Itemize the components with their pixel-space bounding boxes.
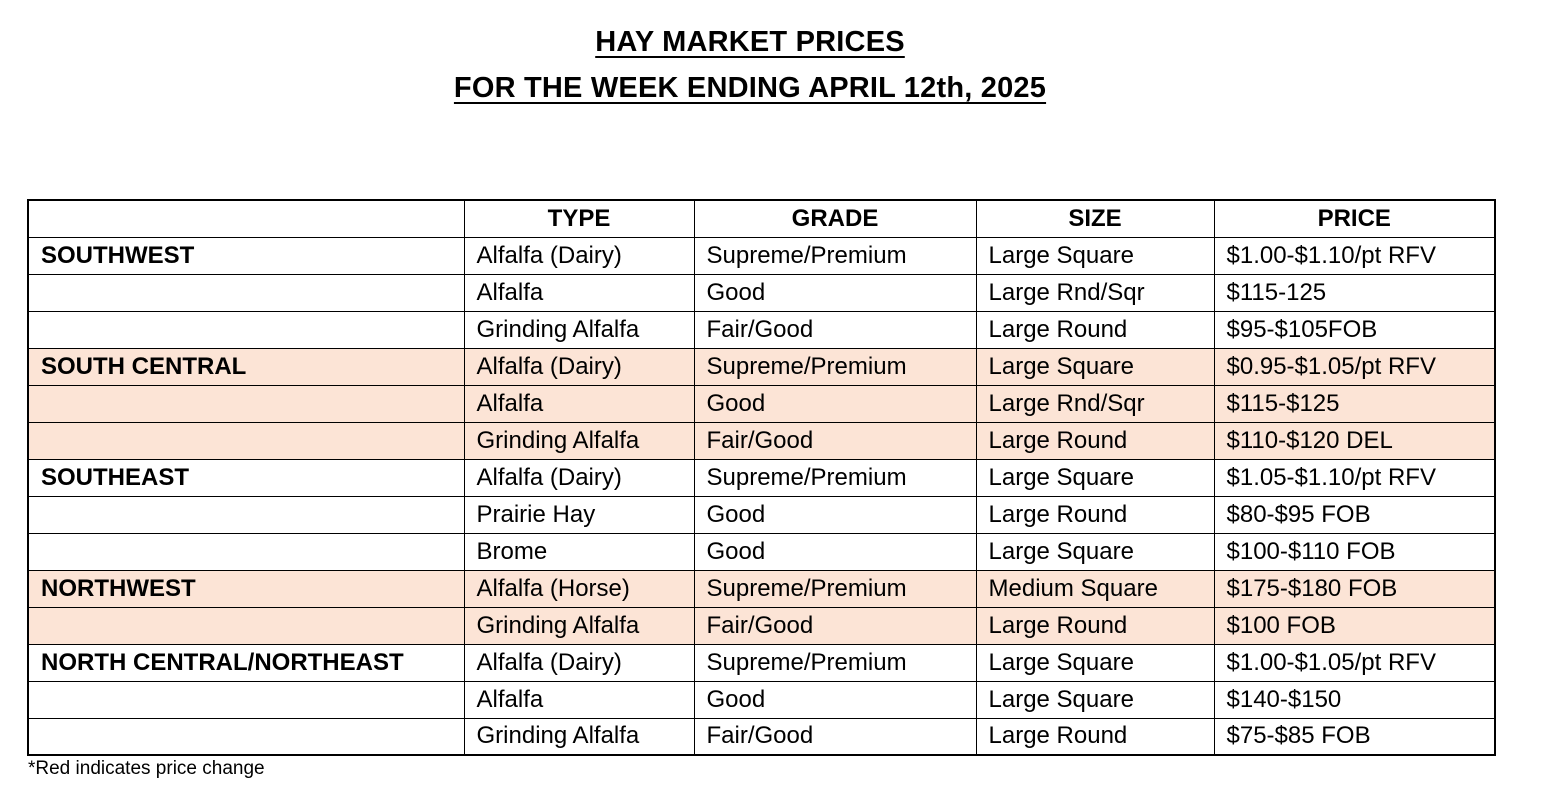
region-cell: NORTHWEST <box>27 569 465 608</box>
header-row: TYPE GRADE SIZE PRICE <box>27 199 1496 238</box>
price-cell: $115-125 <box>1213 273 1496 312</box>
grade-cell: Supreme/Premium <box>693 643 977 682</box>
region-cell: SOUTHWEST <box>27 236 465 275</box>
price-cell: $110-$120 DEL <box>1213 421 1496 460</box>
table-row: Alfalfa Good Large Square $140-$150 <box>27 680 1496 719</box>
size-cell: Large Rnd/Sqr <box>975 384 1215 423</box>
column-header-type: TYPE <box>463 199 695 238</box>
price-cell: $100-$110 FOB <box>1213 532 1496 571</box>
type-cell: Alfalfa <box>463 680 695 719</box>
region-cell: SOUTHEAST <box>27 458 465 497</box>
region-cell <box>27 384 465 423</box>
region-cell <box>27 680 465 719</box>
table-row: Brome Good Large Square $100-$110 FOB <box>27 532 1496 571</box>
price-cell: $1.00-$1.10/pt RFV <box>1213 236 1496 275</box>
table-row: SOUTH CENTRAL Alfalfa (Dairy) Supreme/Prem… <box>27 347 1496 386</box>
table-row: Grinding Alfalfa Fair/Good Large Round $100… <box>27 606 1496 645</box>
hay-price-table: TYPE GRADE SIZE PRICE SOUTHWEST Alfalfa (… <box>27 199 1496 756</box>
size-cell: Large Square <box>975 532 1215 571</box>
size-cell: Large Square <box>975 458 1215 497</box>
column-header-price: PRICE <box>1213 199 1496 238</box>
table-body: SOUTHWEST Alfalfa (Dairy) Supreme/Premium L… <box>27 236 1496 756</box>
size-cell: Large Round <box>975 606 1215 645</box>
size-cell: Large Round <box>975 495 1215 534</box>
region-cell: SOUTH CENTRAL <box>27 347 465 386</box>
grade-cell: Supreme/Premium <box>693 236 977 275</box>
size-cell: Large Round <box>975 421 1215 460</box>
grade-cell: Supreme/Premium <box>693 458 977 497</box>
region-cell <box>27 495 465 534</box>
type-cell: Alfalfa (Dairy) <box>463 347 695 386</box>
table-row: NORTH CENTRAL/NORTHEAST Alfalfa (Dairy) Su… <box>27 643 1496 682</box>
type-cell: Brome <box>463 532 695 571</box>
type-cell: Alfalfa (Dairy) <box>463 236 695 275</box>
size-cell: Medium Square <box>975 569 1215 608</box>
title-line-2: FOR THE WEEK ENDING APRIL 12th, 2025 <box>453 72 1047 104</box>
price-cell: $1.00-$1.05/pt RFV <box>1213 643 1496 682</box>
column-header-region <box>27 199 465 238</box>
region-cell <box>27 273 465 312</box>
type-cell: Alfalfa (Dairy) <box>463 458 695 497</box>
size-cell: Large Square <box>975 347 1215 386</box>
grade-cell: Good <box>693 495 977 534</box>
price-cell: $1.05-$1.10/pt RFV <box>1213 458 1496 497</box>
size-cell: Large Square <box>975 643 1215 682</box>
grade-cell: Supreme/Premium <box>693 569 977 608</box>
size-cell: Large Round <box>975 717 1215 756</box>
size-cell: Large Round <box>975 310 1215 349</box>
type-cell: Grinding Alfalfa <box>463 421 695 460</box>
column-header-grade: GRADE <box>693 199 977 238</box>
region-cell <box>27 532 465 571</box>
table-row: Grinding Alfalfa Fair/Good Large Round $110… <box>27 421 1496 460</box>
price-cell: $115-$125 <box>1213 384 1496 423</box>
table-row: Prairie Hay Good Large Round $80-$95 FOB <box>27 495 1496 534</box>
grade-cell: Good <box>693 680 977 719</box>
table-row: Grinding Alfalfa Fair/Good Large Round $75-… <box>27 717 1496 756</box>
size-cell: Large Rnd/Sqr <box>975 273 1215 312</box>
type-cell: Prairie Hay <box>463 495 695 534</box>
title-line-1: HAY MARKET PRICES <box>595 26 905 58</box>
page-title: HAY MARKET PRICES FOR THE WEEK ENDING AP… <box>0 26 1500 105</box>
column-header-size: SIZE <box>975 199 1215 238</box>
grade-cell: Good <box>693 384 977 423</box>
price-cell: $95-$105FOB <box>1213 310 1496 349</box>
footnote: *Red indicates price change <box>28 758 265 779</box>
type-cell: Alfalfa (Dairy) <box>463 643 695 682</box>
type-cell: Alfalfa <box>463 384 695 423</box>
type-cell: Alfalfa (Horse) <box>463 569 695 608</box>
price-cell: $140-$150 <box>1213 680 1496 719</box>
price-cell: $75-$85 FOB <box>1213 717 1496 756</box>
type-cell: Grinding Alfalfa <box>463 717 695 756</box>
price-cell: $80-$95 FOB <box>1213 495 1496 534</box>
region-cell <box>27 421 465 460</box>
region-cell <box>27 606 465 645</box>
table-row: SOUTHEAST Alfalfa (Dairy) Supreme/Premium L… <box>27 458 1496 497</box>
table-row: SOUTHWEST Alfalfa (Dairy) Supreme/Premium L… <box>27 236 1496 275</box>
grade-cell: Fair/Good <box>693 717 977 756</box>
price-cell: $100 FOB <box>1213 606 1496 645</box>
region-cell <box>27 717 465 756</box>
region-cell: NORTH CENTRAL/NORTHEAST <box>27 643 465 682</box>
grade-cell: Good <box>693 532 977 571</box>
size-cell: Large Square <box>975 236 1215 275</box>
table-row: NORTHWEST Alfalfa (Horse) Supreme/Premium M… <box>27 569 1496 608</box>
table-row: Alfalfa Good Large Rnd/Sqr $115-$125 <box>27 384 1496 423</box>
grade-cell: Good <box>693 273 977 312</box>
size-cell: Large Square <box>975 680 1215 719</box>
grade-cell: Fair/Good <box>693 606 977 645</box>
price-cell: $175-$180 FOB <box>1213 569 1496 608</box>
price-cell: $0.95-$1.05/pt RFV <box>1213 347 1496 386</box>
type-cell: Grinding Alfalfa <box>463 310 695 349</box>
table-row: Alfalfa Good Large Rnd/Sqr $115-125 <box>27 273 1496 312</box>
grade-cell: Fair/Good <box>693 421 977 460</box>
type-cell: Grinding Alfalfa <box>463 606 695 645</box>
type-cell: Alfalfa <box>463 273 695 312</box>
table-row: Grinding Alfalfa Fair/Good Large Round $95-… <box>27 310 1496 349</box>
grade-cell: Supreme/Premium <box>693 347 977 386</box>
region-cell <box>27 310 465 349</box>
grade-cell: Fair/Good <box>693 310 977 349</box>
